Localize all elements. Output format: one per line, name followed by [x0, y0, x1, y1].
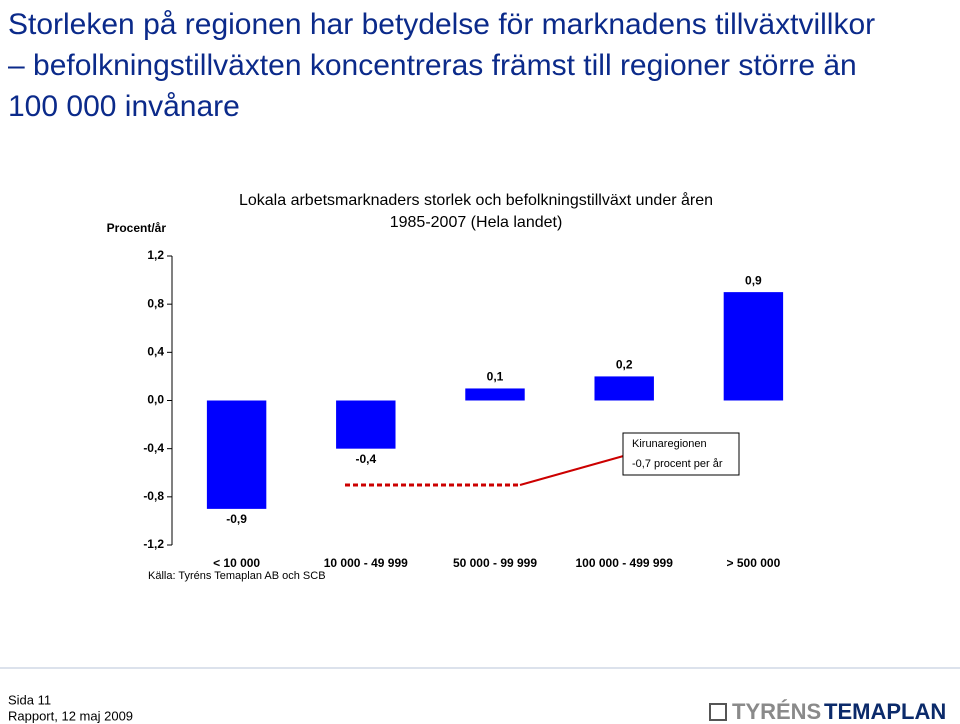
x-tick-label: 100 000 - 499 999	[575, 556, 673, 570]
y-axis-label: Procent/år	[107, 221, 167, 235]
y-tick-label: -0,8	[143, 489, 164, 503]
annotation: Kirunaregionen	[632, 438, 707, 450]
bar	[336, 400, 396, 449]
annotation-box	[622, 432, 740, 476]
value-label: -0,9	[226, 512, 247, 526]
annotation: -0,7 procent per år	[632, 458, 723, 470]
x-tick-label: < 10 000	[213, 556, 260, 570]
slide-title: Storleken på regionen har betydelse för …	[8, 4, 875, 127]
title-line: 100 000 invånare	[8, 90, 240, 123]
chart-title: 1985-2007 (Hela landet)	[390, 214, 563, 231]
logo: TEMAPLAN	[824, 699, 946, 724]
connector	[519, 454, 628, 486]
value-label: 0,2	[616, 358, 633, 372]
value-label: 0,9	[745, 273, 762, 287]
logo: TYRÉNS	[732, 699, 821, 724]
source: Källa: Tyréns Temaplan AB och SCB	[148, 570, 326, 582]
logo-icon	[709, 703, 727, 721]
report-date: Rapport, 12 maj 2009	[8, 708, 133, 723]
bar	[723, 292, 784, 401]
y-tick-label: 0,8	[147, 296, 164, 310]
x-tick-label: > 500 000	[727, 556, 781, 570]
x-tick-label: 10 000 - 49 999	[324, 556, 408, 570]
bar	[594, 376, 654, 401]
y-tick-label: 0,4	[147, 345, 164, 359]
bar	[206, 400, 267, 509]
title-line: Storleken på regionen har betydelse för …	[8, 8, 876, 41]
y-tick-label: -1,2	[143, 537, 164, 551]
y-tick-label: -0,4	[143, 441, 164, 455]
value-label: -0,4	[355, 452, 376, 466]
value-label: 0,1	[487, 370, 504, 384]
chart-title: Lokala arbetsmarknaders storlek och befo…	[239, 191, 713, 209]
bar	[465, 388, 525, 401]
title-line: – befolkningstillväxten koncentreras frä…	[8, 49, 857, 82]
x-tick-label: 50 000 - 99 999	[453, 556, 537, 570]
y-tick-label: 1,2	[147, 248, 164, 262]
page-number: Sida 11	[8, 692, 51, 707]
y-tick-label: 0,0	[147, 393, 164, 407]
